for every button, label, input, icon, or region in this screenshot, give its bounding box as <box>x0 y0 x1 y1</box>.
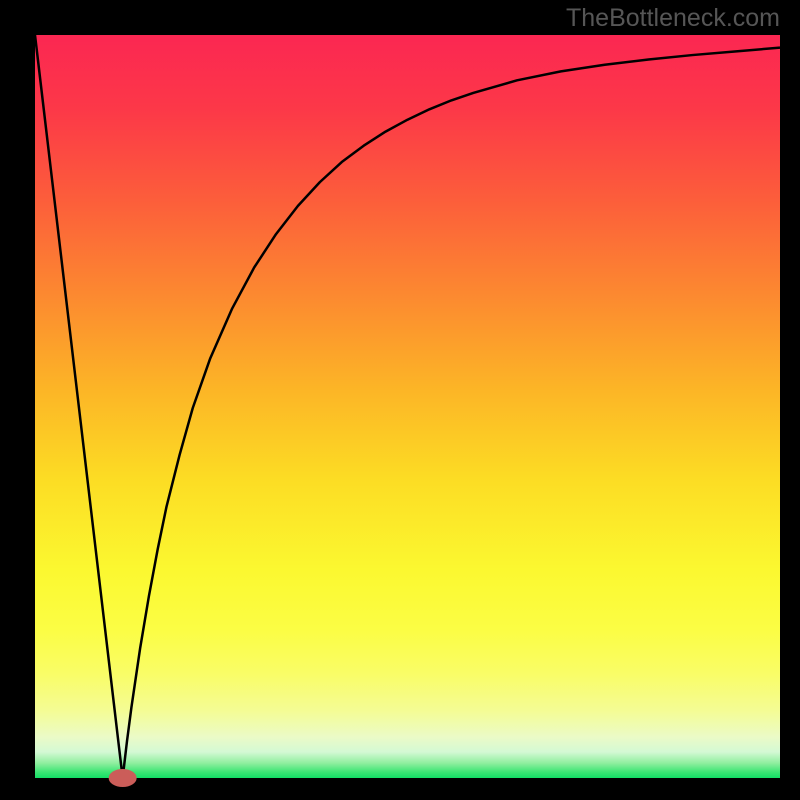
minimum-marker <box>109 769 137 787</box>
bottleneck-curve <box>35 35 780 778</box>
chart-container: TheBottleneck.com <box>0 0 800 800</box>
watermark-text: TheBottleneck.com <box>566 4 780 33</box>
chart-svg <box>0 0 800 800</box>
